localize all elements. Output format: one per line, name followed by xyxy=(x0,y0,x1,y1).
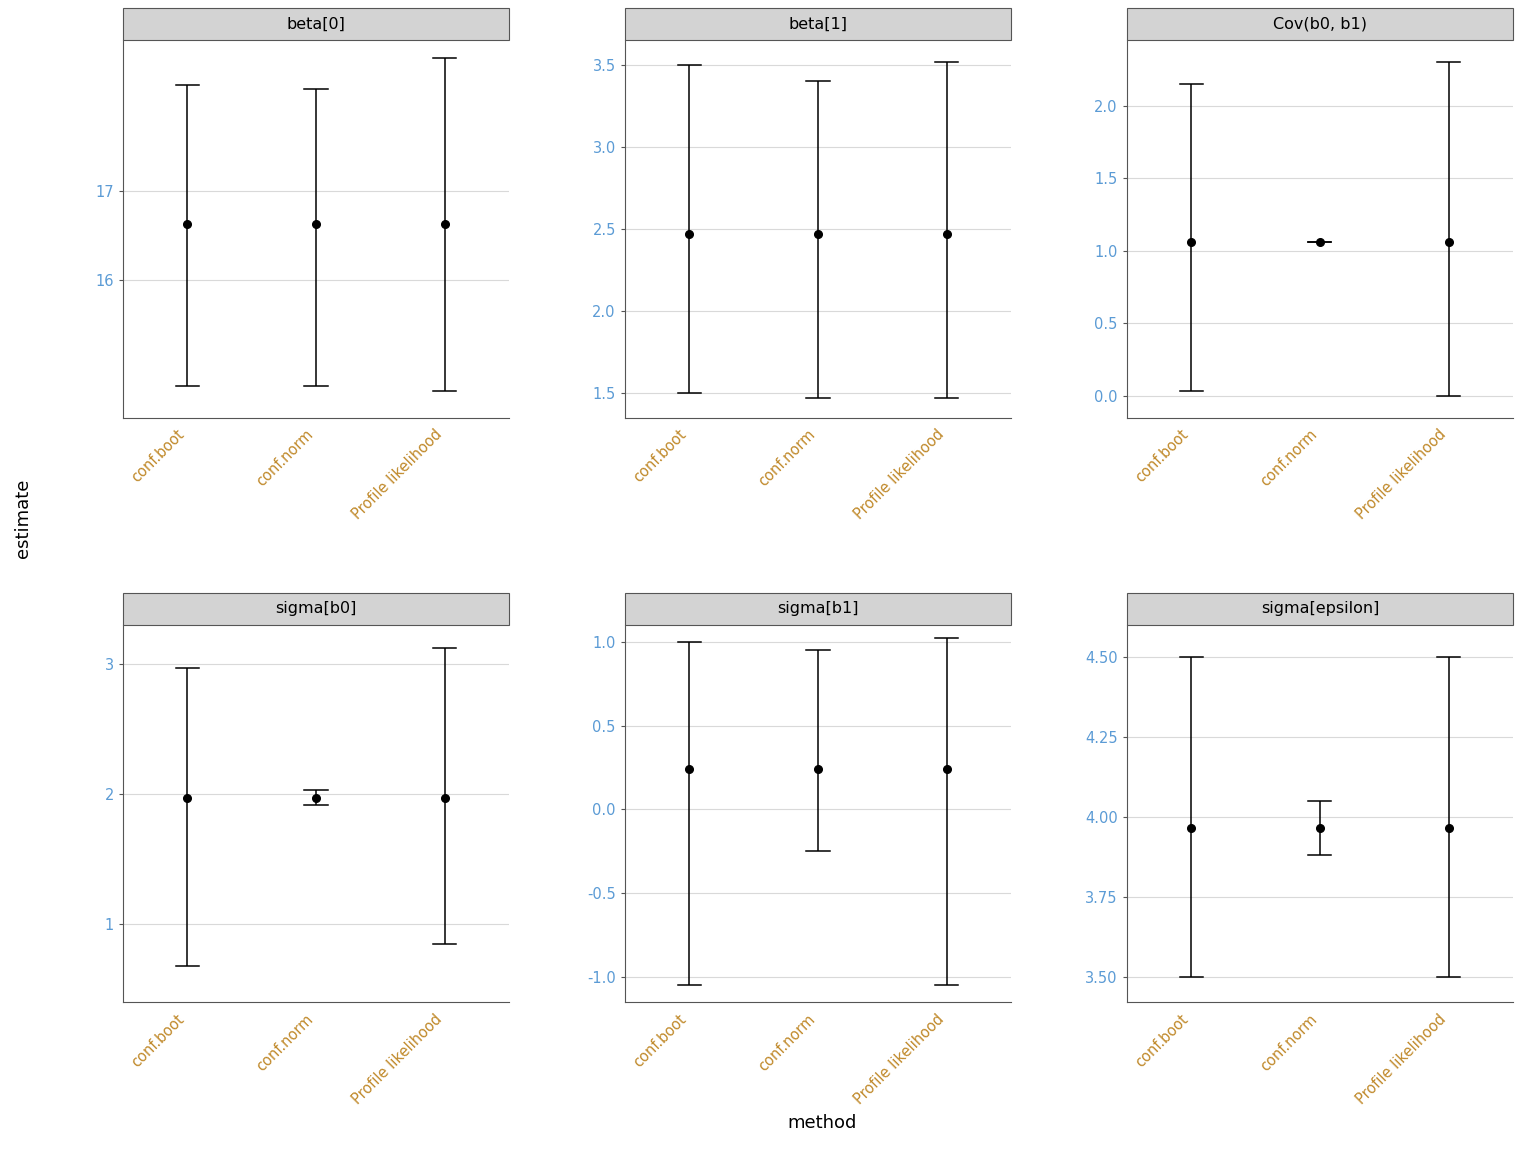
Text: method: method xyxy=(786,1114,857,1132)
Text: sigma[epsilon]: sigma[epsilon] xyxy=(1261,601,1379,616)
FancyBboxPatch shape xyxy=(1127,593,1513,626)
Text: beta[1]: beta[1] xyxy=(788,17,848,32)
Text: beta[0]: beta[0] xyxy=(287,17,346,32)
Text: sigma[b0]: sigma[b0] xyxy=(275,601,356,616)
Text: estimate: estimate xyxy=(14,479,32,558)
Text: Cov(b0, b1): Cov(b0, b1) xyxy=(1273,17,1367,32)
Text: sigma[b1]: sigma[b1] xyxy=(777,601,859,616)
FancyBboxPatch shape xyxy=(123,8,508,40)
FancyBboxPatch shape xyxy=(625,593,1011,626)
FancyBboxPatch shape xyxy=(123,593,508,626)
FancyBboxPatch shape xyxy=(1127,8,1513,40)
FancyBboxPatch shape xyxy=(625,8,1011,40)
